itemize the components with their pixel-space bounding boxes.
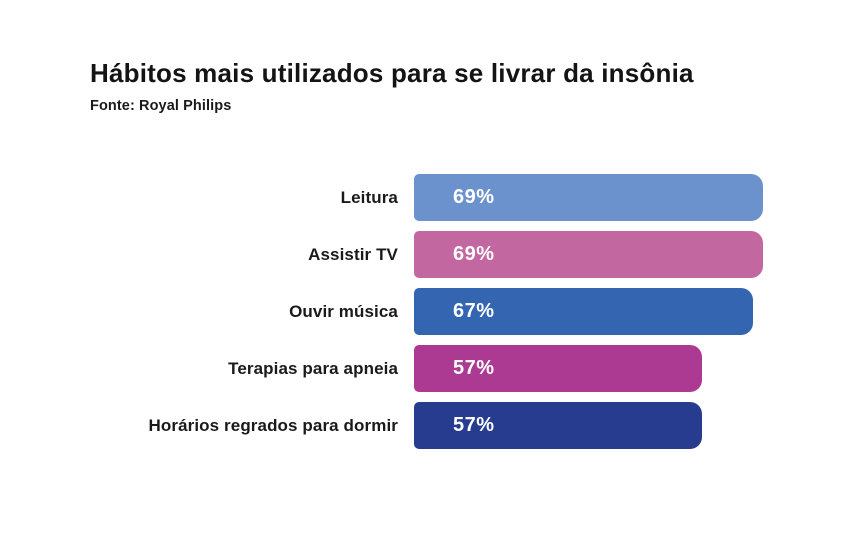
bar-value-label: 57% (453, 414, 495, 437)
bar-value-label: 67% (453, 300, 495, 323)
bar-track: 67% (414, 288, 851, 336)
category-label: Assistir TV (308, 244, 398, 264)
bar-row-horarios-regrados: Horários regrados para dormir 57% (0, 402, 851, 450)
category-label: Horários regrados para dormir (148, 415, 398, 435)
bar-row-ouvir-musica: Ouvir música 67% (0, 288, 851, 336)
bar-value-label: 69% (453, 186, 495, 209)
bar-value-label: 69% (453, 243, 495, 266)
bar-value-label: 57% (453, 357, 495, 380)
bar-chart: Leitura 69% Assistir TV 69% Ouvir música… (0, 174, 851, 450)
chart-header: Hábitos mais utilizados para se livrar d… (0, 0, 851, 114)
bar-track: 57% (414, 345, 851, 393)
bar-track: 57% (414, 402, 851, 450)
bar-row-assistir-tv: Assistir TV 69% (0, 231, 851, 279)
category-label: Leitura (340, 187, 398, 207)
bar-row-terapias-apneia: Terapias para apneia 57% (0, 345, 851, 393)
bar-assistir-tv: 69% (414, 231, 764, 279)
bar-leitura: 69% (414, 174, 764, 222)
bar-horarios-regrados: 57% (414, 402, 703, 450)
category-label: Terapias para apneia (228, 358, 398, 378)
chart-title: Hábitos mais utilizados para se livrar d… (90, 58, 694, 88)
chart-source: Fonte: Royal Philips (90, 98, 232, 115)
bar-track: 69% (414, 231, 851, 279)
bar-ouvir-musica: 67% (414, 288, 754, 336)
bar-track: 69% (414, 174, 851, 222)
bar-row-leitura: Leitura 69% (0, 174, 851, 222)
category-label: Ouvir música (289, 301, 398, 321)
bar-terapias-apneia: 57% (414, 345, 703, 393)
